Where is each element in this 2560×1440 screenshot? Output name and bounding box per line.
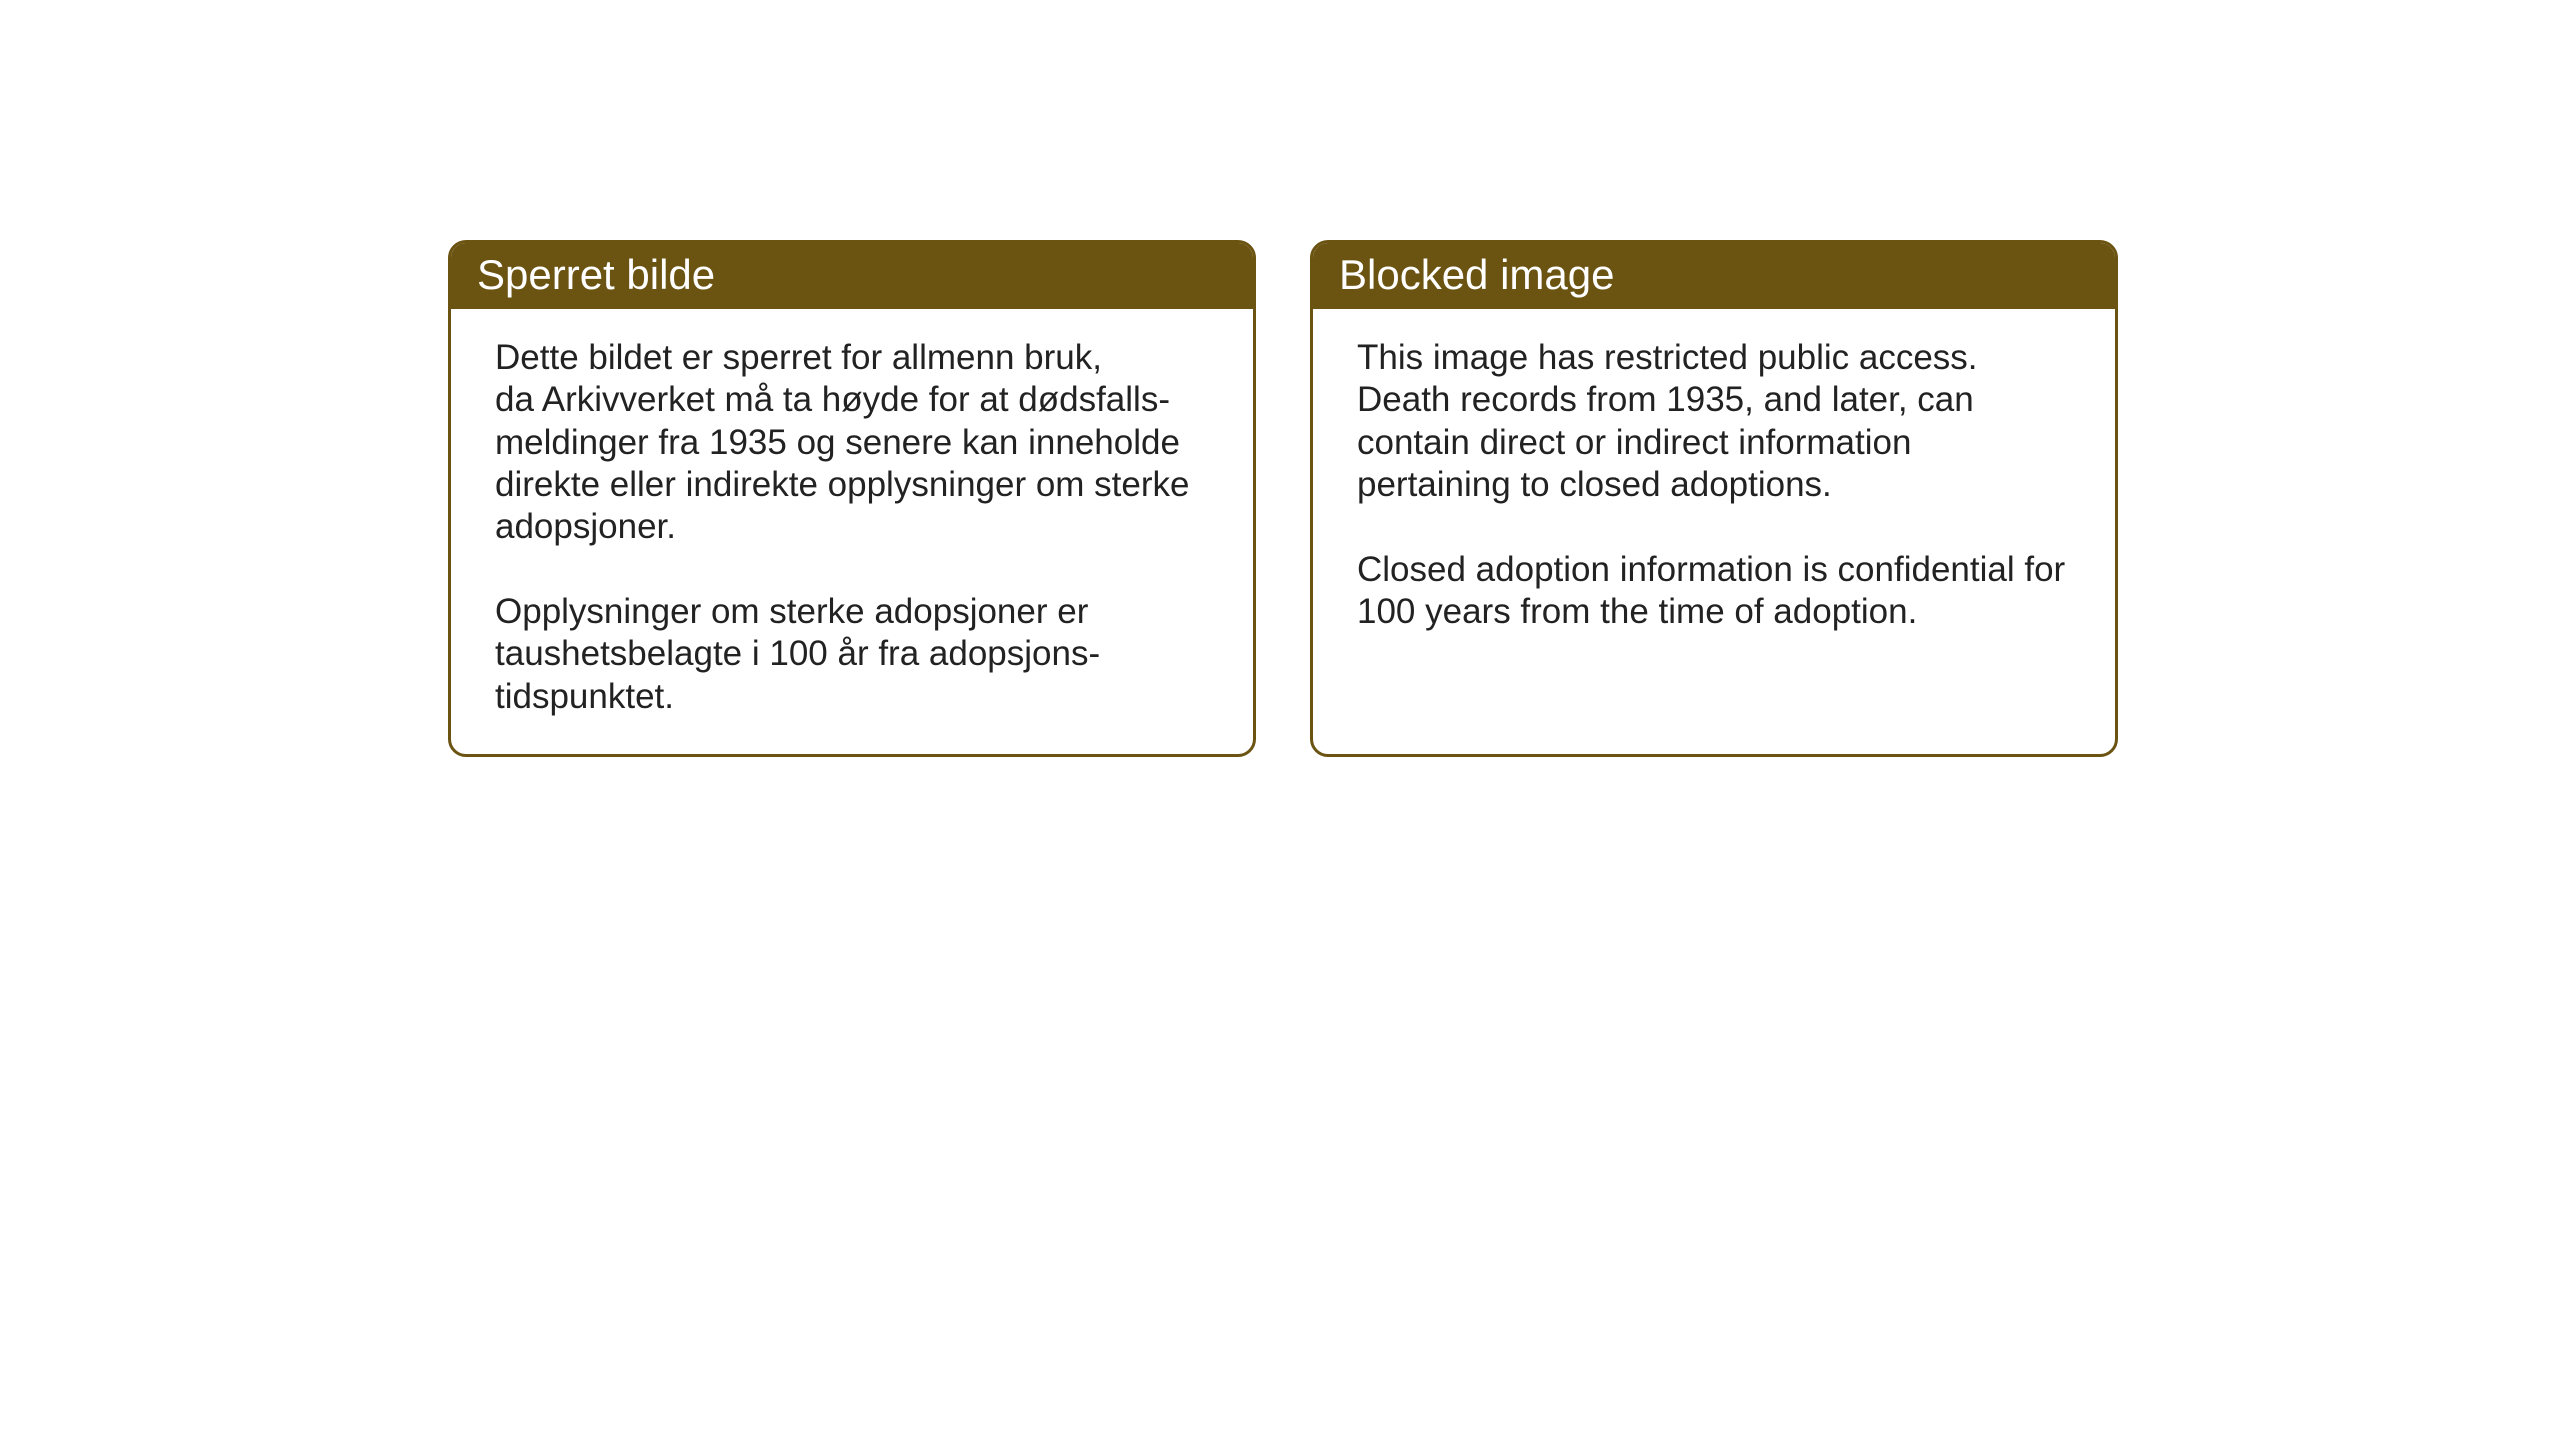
card-title-english: Blocked image [1339,251,2089,299]
card-body-norwegian: Dette bildet er sperret for allmenn bruk… [451,309,1253,754]
card-header-english: Blocked image [1313,243,2115,309]
card-text-english: This image has restricted public access.… [1357,337,2071,633]
notice-card-norwegian: Sperret bilde Dette bildet er sperret fo… [448,240,1256,757]
card-text-norwegian: Dette bildet er sperret for allmenn bruk… [495,337,1209,718]
notice-card-english: Blocked image This image has restricted … [1310,240,2118,757]
card-body-english: This image has restricted public access.… [1313,309,2115,749]
card-title-norwegian: Sperret bilde [477,251,1227,299]
card-header-norwegian: Sperret bilde [451,243,1253,309]
notice-cards-container: Sperret bilde Dette bildet er sperret fo… [448,240,2118,757]
